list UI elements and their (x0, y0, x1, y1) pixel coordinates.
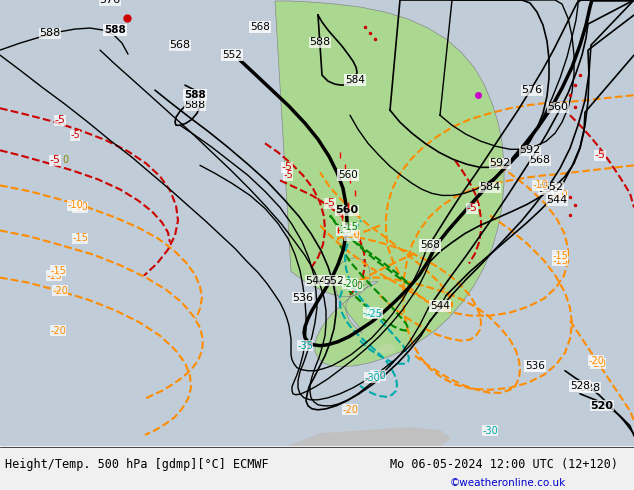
Text: -15: -15 (552, 255, 568, 266)
Text: -20: -20 (342, 405, 358, 415)
Text: 584: 584 (479, 182, 501, 193)
Text: 568: 568 (420, 241, 440, 250)
Text: -5: -5 (283, 171, 293, 180)
Text: -5: -5 (55, 115, 65, 125)
Text: 544: 544 (306, 275, 327, 286)
Text: 560: 560 (548, 102, 569, 112)
Text: -10: -10 (67, 200, 83, 210)
Text: -5: -5 (595, 150, 605, 160)
Text: -20: -20 (52, 286, 68, 295)
Text: -15: -15 (336, 225, 352, 236)
Text: -10: -10 (552, 191, 568, 200)
Text: 588: 588 (184, 100, 205, 110)
Text: 568: 568 (529, 155, 550, 165)
Text: 568: 568 (250, 22, 270, 32)
Text: -20: -20 (50, 326, 66, 336)
Text: -20: -20 (342, 279, 358, 289)
Text: -5: -5 (467, 203, 477, 214)
Text: 520: 520 (590, 401, 614, 411)
Text: -10: -10 (532, 180, 548, 191)
Text: 576: 576 (521, 85, 543, 95)
Text: Mo 06-05-2024 12:00 UTC (12+120): Mo 06-05-2024 12:00 UTC (12+120) (390, 458, 618, 471)
Text: 544: 544 (547, 196, 567, 205)
Text: 588: 588 (184, 90, 206, 100)
Text: -15: -15 (552, 250, 568, 261)
Polygon shape (290, 428, 450, 446)
Text: -35: -35 (297, 341, 313, 351)
Polygon shape (375, 344, 394, 354)
Text: -5: -5 (281, 162, 292, 172)
Text: 584: 584 (345, 75, 365, 85)
Text: 528: 528 (570, 381, 590, 391)
Text: 528: 528 (579, 383, 600, 393)
Text: Height/Temp. 500 hPa [gdmp][°C] ECMWF: Height/Temp. 500 hPa [gdmp][°C] ECMWF (5, 458, 269, 471)
Text: 592: 592 (489, 158, 510, 169)
Polygon shape (0, 0, 634, 446)
Text: 0: 0 (62, 155, 68, 165)
Polygon shape (275, 1, 504, 367)
Text: -20: -20 (590, 359, 606, 369)
Text: -5: -5 (325, 198, 335, 208)
Text: 568: 568 (169, 40, 191, 50)
Text: -30: -30 (370, 371, 386, 381)
Text: -15: -15 (46, 270, 62, 281)
Text: -10: -10 (344, 230, 360, 241)
Text: -15: -15 (342, 222, 358, 232)
Text: 592: 592 (519, 146, 541, 155)
Text: 588: 588 (309, 37, 330, 47)
Text: -30: -30 (482, 426, 498, 436)
Text: 588: 588 (39, 28, 61, 38)
Text: 588: 588 (104, 25, 126, 35)
Text: 552: 552 (222, 50, 242, 60)
Text: -30: -30 (364, 373, 380, 383)
Text: -5: -5 (49, 155, 60, 165)
Text: 576: 576 (100, 0, 120, 5)
Text: -15: -15 (72, 233, 88, 244)
Text: -20: -20 (347, 281, 363, 291)
Text: 536: 536 (538, 184, 559, 195)
Text: -25: -25 (367, 309, 383, 318)
Text: -25: -25 (363, 308, 379, 318)
Text: 536: 536 (525, 361, 545, 371)
Text: 544: 544 (430, 301, 450, 311)
Text: 560: 560 (335, 205, 359, 216)
Text: 552: 552 (323, 275, 344, 286)
Text: -5: -5 (70, 130, 80, 140)
Text: 536: 536 (292, 293, 313, 303)
Text: -10: -10 (72, 202, 88, 213)
Text: 560: 560 (338, 171, 358, 180)
Text: -15: -15 (50, 266, 66, 275)
Text: 552: 552 (543, 182, 564, 193)
Text: -20: -20 (588, 356, 604, 366)
Text: ©weatheronline.co.uk: ©weatheronline.co.uk (450, 478, 566, 488)
